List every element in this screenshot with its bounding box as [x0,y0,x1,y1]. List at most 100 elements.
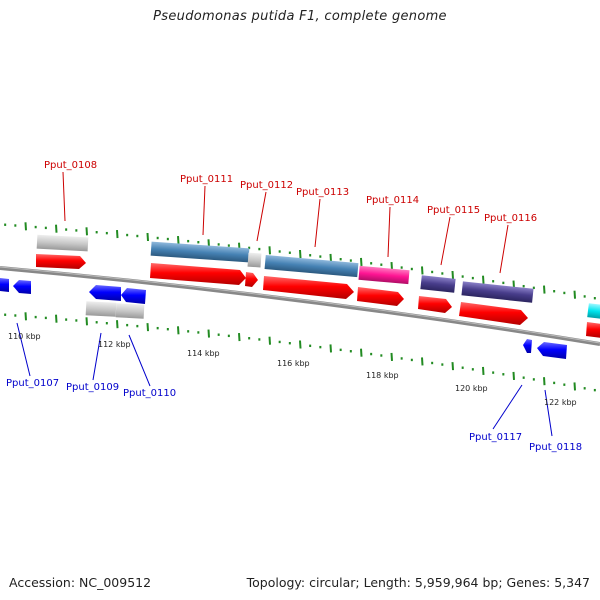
outer-ruler-major-tick [177,236,180,245]
outer-ruler-minor-tick [156,236,159,240]
reverse-features [0,278,567,359]
outer-ruler-major-tick [146,232,149,242]
gene-box-pput-0114[interactable] [358,265,410,285]
cds-arrow-pput-0109[interactable] [89,285,121,301]
gene-box-pput-0111[interactable] [150,241,250,263]
inner-ruler-major-tick [177,326,180,335]
inner-ruler-minor-tick [400,357,403,360]
gene-box-pput-0116[interactable] [461,281,534,303]
inner-ruler-major-tick [268,336,271,345]
outer-ruler-minor-tick [65,228,68,231]
outer-ruler-minor-tick [227,244,230,247]
outer-ruler-minor-tick [563,291,566,295]
label-pput-0111[interactable]: Pput_0111 [180,174,233,185]
scale-label-118: 118 kbp [366,371,399,380]
inner-ruler-minor-tick [532,378,535,381]
outer-ruler-major-tick [24,222,27,231]
outer-ruler-minor-tick [4,223,7,226]
inner-ruler-minor-tick [187,330,190,333]
cds-arrow-pput-0112[interactable] [245,272,258,287]
inner-ruler-minor-tick [380,354,383,357]
outer-ruler-minor-tick [166,237,169,241]
outer-ruler-minor-tick [126,233,129,237]
gene-box-pput-0113[interactable] [264,255,359,278]
label-pput-0114[interactable]: Pput_0114 [366,195,419,206]
cds-arrow-cyan[interactable] [586,322,600,338]
scale-label-122: 122 kbp [544,398,577,407]
label-pput-0117[interactable]: Pput_0117 [469,432,522,443]
outer-ruler-minor-tick [441,272,444,275]
inner-ruler-minor-tick [95,321,98,324]
inner-ruler-major-tick [390,352,393,362]
label-pput-0116[interactable]: Pput_0116 [484,213,537,224]
inner-ruler-minor-tick [248,337,251,340]
label-pput-0107[interactable]: Pput_0107 [6,378,59,389]
outer-ruler-minor-tick [95,231,98,234]
gene-box-pput-0110[interactable] [115,303,145,319]
inner-ruler-minor-tick [593,388,596,392]
outer-ruler-minor-tick [522,284,525,288]
genome-backbone-highlight [0,266,600,344]
inner-ruler-minor-tick [65,318,68,321]
cds-arrow-pput-0117[interactable] [523,339,532,353]
outer-ruler-minor-tick [583,295,586,298]
cds-arrow-pput-0118[interactable] [537,342,567,359]
outer-ruler-major-tick [421,266,424,275]
cds-arrow-pput-0113[interactable] [263,276,354,299]
gene-box-pput-0108[interactable] [36,234,89,252]
forward-labels: Pput_0108 Pput_0111 Pput_0112 Pput_0113 … [44,160,537,224]
label-pput-0115[interactable]: Pput_0115 [427,205,480,216]
reverse-labels: Pput_0107 Pput_0109 Pput_0110 Pput_0117 … [6,378,582,453]
outer-ruler-major-tick [482,275,485,284]
outer-ruler-major-tick [55,224,58,233]
outer-ruler-minor-tick [197,241,200,244]
inner-ruler-minor-tick [319,345,322,349]
outer-ruler-minor-tick [431,270,434,274]
outer-ruler-major-tick [573,290,576,299]
inner-ruler [4,312,596,392]
inner-ruler-major-tick [482,366,485,376]
inner-ruler-major-tick [238,332,241,342]
inner-ruler-minor-tick [258,338,261,341]
inner-ruler-minor-tick [492,371,495,374]
outer-ruler-major-tick [451,270,454,280]
inner-ruler-minor-tick [349,350,352,353]
inner-ruler-major-tick [207,329,210,338]
label-pput-0118[interactable]: Pput_0118 [529,442,582,453]
outer-ruler-major-tick [329,253,332,262]
outer-ruler-minor-tick [278,250,281,253]
cds-arrow-pput-0111[interactable] [150,263,246,285]
inner-ruler-minor-tick [44,316,47,320]
inner-ruler-minor-tick [370,352,373,356]
gene-box-cyan[interactable] [587,303,600,319]
inner-ruler-minor-tick [197,331,200,334]
outer-ruler-minor-tick [532,286,535,290]
label-pput-0113[interactable]: Pput_0113 [296,187,349,198]
outer-ruler-minor-tick [410,267,413,271]
cds-arrow-pput-0116[interactable] [459,302,528,325]
scale-label-114: 114 kbp [187,349,220,358]
cds-arrow-pput-0110[interactable] [121,288,146,304]
inner-ruler-minor-tick [471,368,474,371]
label-pput-0110[interactable]: Pput_0110 [123,388,176,399]
scale-label-116: 116 kbp [277,359,310,368]
gene-box-pput-0109[interactable] [85,301,117,317]
cds-arrow-pput-0114[interactable] [357,287,404,306]
cds-arrow-pput-0107[interactable] [13,280,31,294]
cds-arrow-pput-0108[interactable] [36,254,86,269]
gene-box-pput-0115[interactable] [420,275,456,293]
gene-box-pput-0112[interactable] [247,252,262,268]
outer-ruler-minor-tick [75,229,78,232]
label-pput-0109[interactable]: Pput_0109 [66,382,119,393]
inner-ruler-major-tick [146,323,149,332]
label-pput-0108[interactable]: Pput_0108 [44,160,97,171]
cds-arrow-pput-0115[interactable] [418,296,452,313]
inner-ruler-major-tick [543,377,546,386]
outer-ruler-minor-tick [248,246,251,250]
outer-ruler-minor-tick [461,275,464,278]
genome-backbone [0,266,600,346]
cds-arrow-pput-0107-left[interactable] [0,278,9,292]
label-pput-0112[interactable]: Pput_0112 [240,180,293,191]
inner-ruler-minor-tick [410,358,413,362]
